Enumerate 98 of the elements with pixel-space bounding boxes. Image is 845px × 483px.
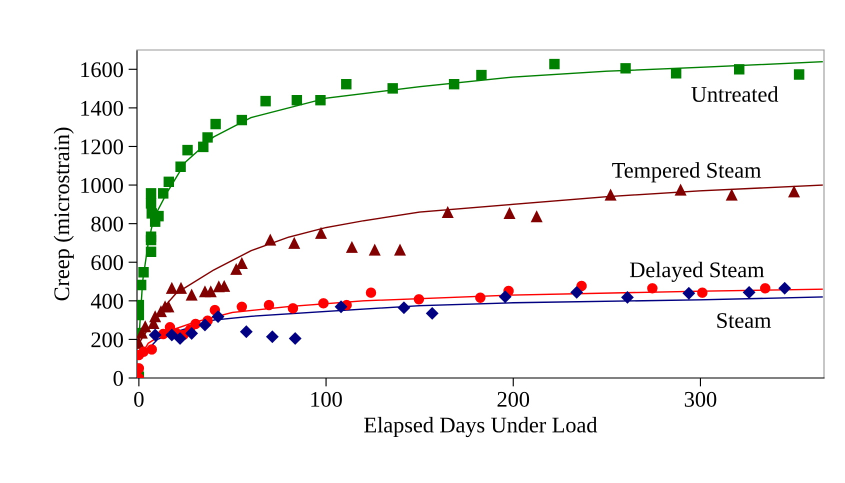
point: [236, 302, 248, 312]
point: [166, 328, 178, 342]
point: [146, 198, 156, 209]
x-tick-label: 100: [311, 392, 342, 407]
point: [794, 69, 804, 80]
point: [198, 142, 208, 152]
point: [140, 321, 151, 332]
point: [675, 184, 686, 196]
series-label: Untreated: [691, 86, 778, 102]
point: [236, 258, 248, 269]
point: [198, 318, 212, 332]
point: [318, 298, 329, 309]
point: [288, 238, 300, 249]
point: [760, 283, 770, 294]
point: [426, 307, 438, 320]
point: [266, 330, 278, 343]
point: [448, 78, 460, 90]
point: [158, 188, 168, 199]
point: [442, 206, 454, 218]
point: [570, 286, 583, 298]
point: [743, 286, 756, 298]
y-axis-title: Creep (microstrain): [54, 128, 74, 300]
point: [149, 328, 162, 342]
point: [394, 244, 406, 256]
y-tick-label: 600: [91, 255, 123, 270]
y-tick-label: 400: [90, 294, 123, 309]
series-label: Tempered Steam: [612, 162, 762, 182]
x-tick-label: 300: [684, 392, 716, 407]
point: [138, 346, 149, 357]
point: [230, 264, 242, 275]
point: [778, 282, 791, 294]
point: [315, 94, 326, 106]
point: [670, 68, 682, 79]
y-tick-label: 1600: [81, 62, 123, 78]
y-tick-label: 200: [91, 332, 123, 348]
y-tick-label: 0: [114, 370, 123, 386]
point: [476, 70, 487, 80]
point: [388, 83, 398, 94]
point: [205, 286, 216, 298]
point: [174, 332, 186, 345]
point: [334, 300, 348, 313]
y-tick-label: 1000: [81, 178, 123, 193]
x-tick-label: 0: [134, 392, 144, 407]
point: [138, 267, 149, 278]
point: [697, 288, 708, 298]
point: [260, 96, 271, 106]
point: [369, 244, 380, 256]
point: [499, 290, 512, 303]
point: [647, 283, 658, 294]
point: [726, 190, 738, 201]
point: [288, 303, 298, 314]
point: [366, 288, 376, 298]
x-axis-title: Elapsed Days Under Load: [364, 416, 598, 438]
point: [146, 232, 156, 242]
point: [212, 310, 224, 323]
point: [150, 311, 161, 322]
series-label: Delayed Steam: [630, 262, 764, 282]
point: [190, 318, 201, 330]
point: [264, 234, 276, 246]
point: [146, 188, 156, 199]
point: [146, 246, 156, 258]
point: [734, 64, 744, 75]
point: [682, 287, 695, 300]
point: [186, 289, 198, 301]
y-tick-label: 800: [91, 216, 123, 232]
point: [240, 326, 252, 338]
x-tick-label: 200: [498, 392, 530, 407]
point: [210, 118, 221, 130]
point: [414, 294, 424, 304]
point: [398, 302, 410, 314]
point: [531, 211, 542, 222]
point: [605, 190, 616, 201]
point: [346, 242, 358, 253]
point: [315, 228, 327, 239]
point: [186, 327, 198, 340]
point: [504, 208, 516, 219]
point: [175, 162, 186, 172]
point: [164, 176, 174, 187]
point: [621, 291, 634, 304]
point: [788, 186, 800, 198]
point: [292, 94, 302, 106]
point: [137, 280, 146, 290]
point: [620, 63, 631, 74]
point: [341, 78, 352, 90]
point: [475, 292, 486, 303]
point: [166, 282, 178, 294]
series-label: Steam: [717, 313, 772, 328]
y-tick-label: 1400: [81, 100, 123, 116]
point: [146, 208, 157, 219]
point: [182, 144, 193, 156]
point: [146, 344, 157, 355]
point: [236, 114, 248, 126]
point: [264, 300, 274, 310]
point: [549, 58, 560, 70]
point: [175, 282, 187, 294]
point: [202, 132, 213, 143]
y-tick-label: 1200: [81, 139, 123, 154]
point: [289, 332, 302, 345]
